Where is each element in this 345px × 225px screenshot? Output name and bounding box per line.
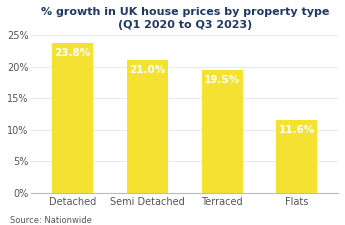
Bar: [52, 43, 93, 193]
Text: 19.5%: 19.5%: [204, 75, 240, 85]
Bar: [201, 70, 243, 193]
Text: 21.0%: 21.0%: [129, 65, 165, 75]
Title: % growth in UK house prices by property type
(Q1 2020 to Q3 2023): % growth in UK house prices by property …: [40, 7, 329, 30]
Text: 23.8%: 23.8%: [55, 48, 91, 58]
Bar: [276, 119, 317, 193]
Bar: [127, 60, 168, 193]
Text: 11.6%: 11.6%: [279, 125, 315, 135]
Text: Source: Nationwide: Source: Nationwide: [10, 216, 92, 225]
